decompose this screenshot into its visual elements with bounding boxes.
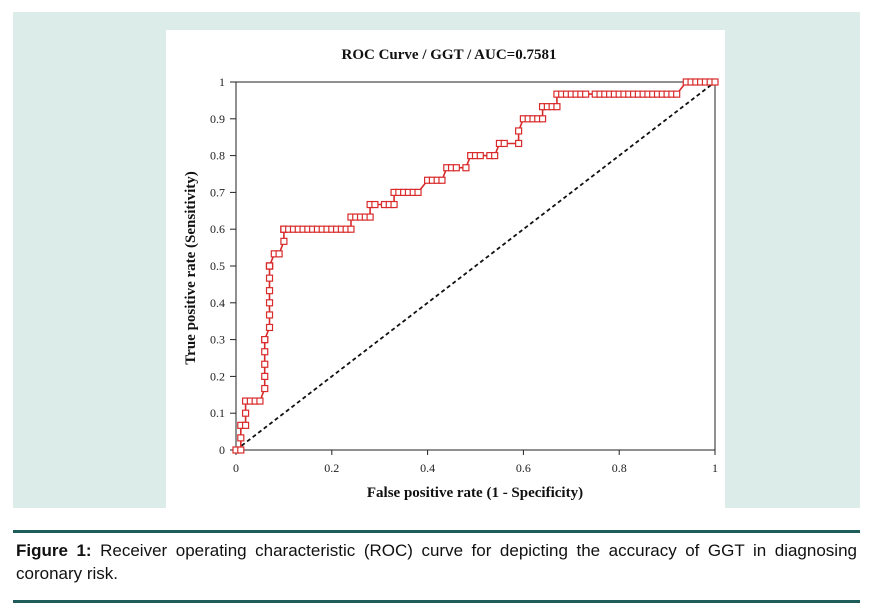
roc-point-marker — [261, 336, 269, 344]
roc-point-marker — [438, 176, 446, 184]
caption-top-rule — [13, 530, 860, 533]
roc-point-marker — [237, 446, 245, 454]
roc-chart: ROC Curve / GGT / AUC=0.7581 00.10.20.30… — [183, 47, 719, 501]
x-tick-label: 0.6 — [516, 461, 531, 475]
roc-point-marker — [265, 323, 274, 332]
roc-point-marker — [500, 139, 508, 148]
roc-point-marker — [462, 164, 470, 172]
roc-point-marker — [241, 409, 250, 417]
roc-point-marker — [515, 139, 523, 148]
roc-point-marker — [261, 372, 269, 380]
roc-point-marker — [582, 90, 590, 98]
roc-point-marker — [452, 164, 460, 172]
roc-point-marker — [347, 225, 355, 233]
diagonal-reference-line — [235, 81, 716, 451]
y-tick-label: 0.2 — [210, 369, 225, 383]
y-axis-label: True positive rate (Sensitivity) — [183, 171, 199, 364]
roc-point-marker — [390, 200, 398, 209]
roc-point-marker — [275, 250, 283, 258]
roc-point-marker — [265, 287, 274, 295]
roc-point-marker — [538, 115, 547, 123]
x-tick-label: 0.8 — [612, 461, 627, 475]
chart-area: ROC Curve / GGT / AUC=0.7581 0 0.1 0.2 0.3 0… — [166, 30, 725, 513]
y-tick-label: 0.9 — [210, 112, 225, 126]
roc-point-marker — [371, 200, 379, 209]
figure-caption: Figure 1: Receiver operating characteris… — [16, 539, 857, 585]
roc-point-marker — [261, 348, 269, 356]
roc-point-marker — [256, 397, 264, 405]
y-tick-label: 0.7 — [210, 185, 225, 199]
y-tick-label: 0.1 — [210, 406, 225, 420]
roc-markers — [232, 78, 719, 454]
x-tick-label: 0 — [233, 461, 239, 475]
y-tick-label: 1 — [219, 75, 225, 89]
roc-point-marker — [366, 213, 374, 221]
roc-point-marker — [261, 384, 269, 393]
x-tick-label: 0.2 — [324, 461, 339, 475]
roc-point-marker — [241, 421, 250, 429]
roc-point-marker — [265, 262, 274, 270]
roc-point-marker — [553, 103, 561, 111]
chart-title: ROC Curve / GGT / AUC=0.7581 — [342, 47, 557, 63]
roc-point-marker — [280, 237, 288, 245]
roc-point-marker — [491, 151, 499, 160]
y-tick-label: 0 — [219, 443, 225, 457]
roc-point-marker — [515, 127, 523, 135]
y-tick-label: 0.8 — [210, 149, 225, 163]
roc-point-marker — [414, 188, 422, 196]
figure-panel: ROC Curve / GGT / AUC=0.7581 0 0.1 0.2 0.3 0… — [13, 12, 860, 513]
reference-line — [235, 81, 716, 451]
roc-point-marker — [261, 360, 269, 368]
x-tick-label: 0.4 — [420, 461, 435, 475]
caption-label: Figure 1: — [16, 541, 92, 560]
roc-point-marker — [673, 90, 681, 98]
axes: 0 0.1 0.2 0.3 0.4 0.5 0.6 0.7 0.8 0.9 1 0 0.2 0.4 0.6 0… — [210, 75, 718, 475]
y-tick-label: 0.6 — [210, 222, 225, 236]
roc-point-marker — [476, 151, 484, 160]
x-axis-label: False positive rate (1 - Specificity) — [367, 485, 583, 501]
caption-text: Receiver operating characteristic (ROC) … — [16, 541, 857, 583]
x-tick-label: 1 — [712, 461, 718, 475]
roc-point-marker — [237, 434, 245, 442]
caption-bottom-rule — [13, 600, 860, 603]
y-tick-label: 0.3 — [210, 333, 225, 347]
roc-point-marker — [265, 311, 274, 319]
y-tick-label: 0.4 — [210, 296, 225, 310]
roc-point-marker — [265, 299, 274, 307]
y-tick-label: 0.5 — [210, 259, 225, 273]
roc-point-marker — [711, 78, 719, 86]
roc-point-marker — [265, 274, 274, 282]
